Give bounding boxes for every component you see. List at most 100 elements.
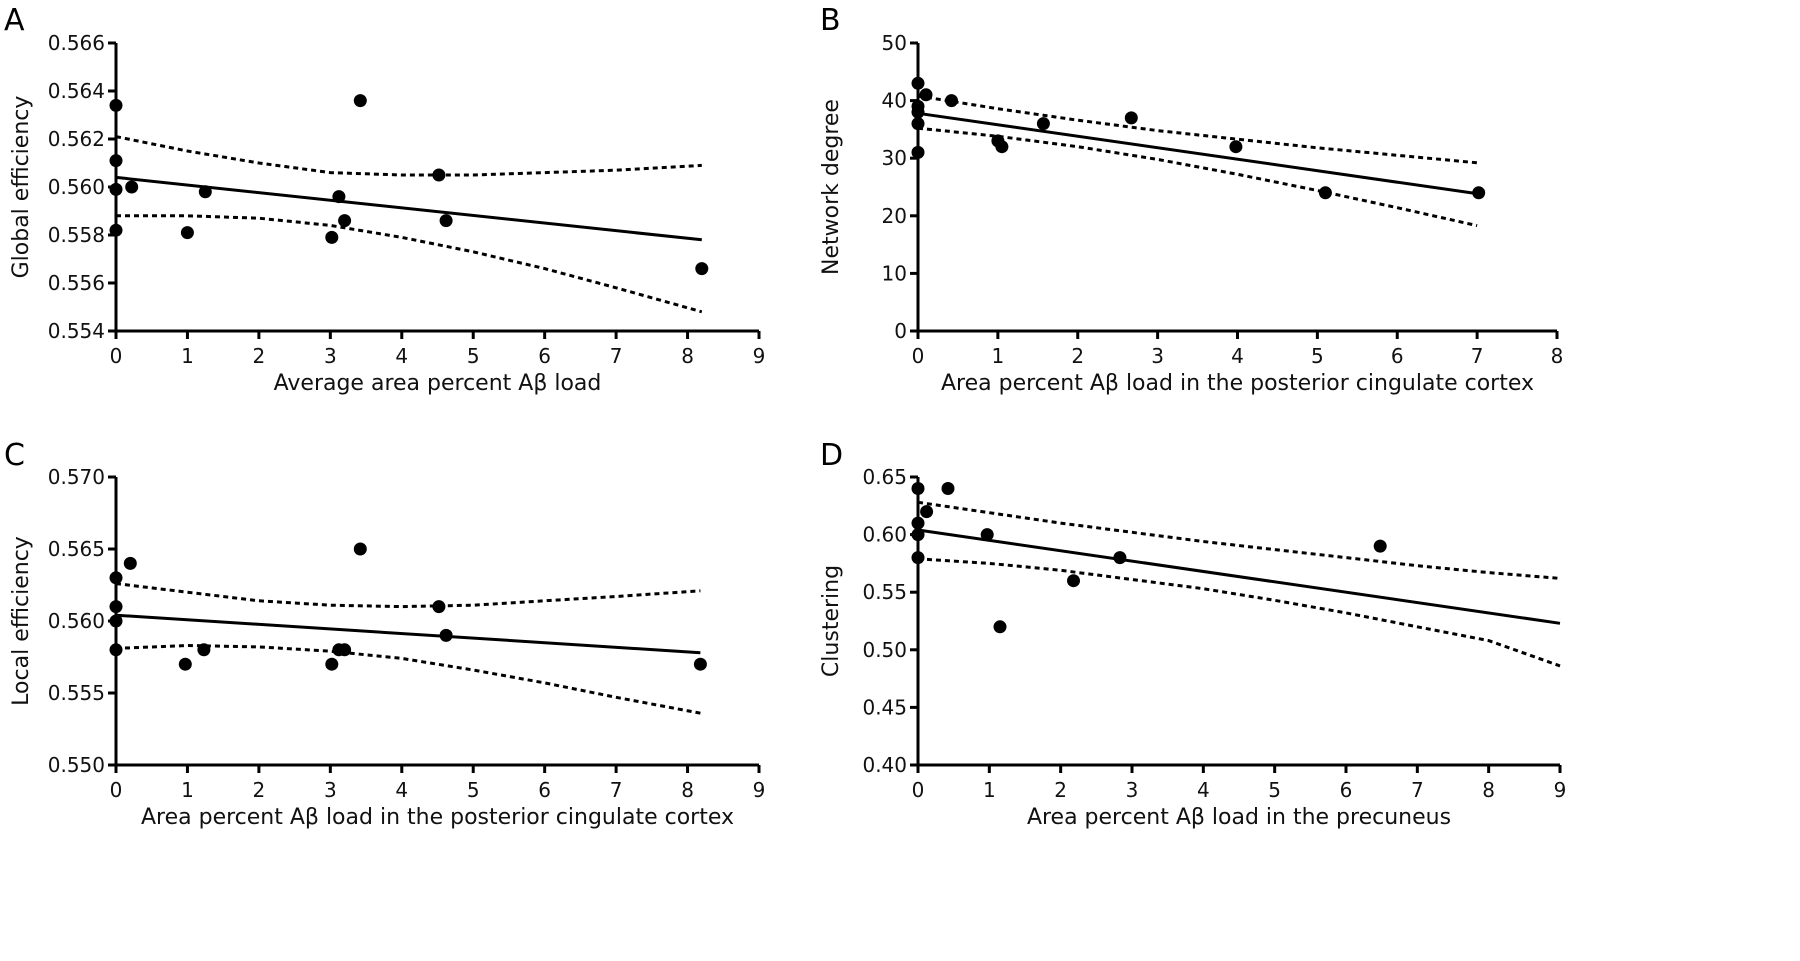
data-point xyxy=(109,98,123,112)
x-tick-label: 6 xyxy=(1340,778,1353,802)
data-point xyxy=(325,657,339,671)
x-axis-label: Area percent Aβ load in the posterior ci… xyxy=(141,805,734,830)
data-point xyxy=(911,482,925,495)
ci-upper-line xyxy=(917,94,1478,165)
x-tick-label: 1 xyxy=(181,778,194,802)
data-point xyxy=(109,600,123,614)
y-tick-label: 0.562 xyxy=(48,127,105,151)
y-tick-label: 0.566 xyxy=(48,31,105,55)
data-point xyxy=(197,643,211,657)
x-axis-label: Area percent Aβ load in the precuneus xyxy=(1027,805,1451,830)
data-point xyxy=(980,528,994,542)
data-point xyxy=(695,262,709,276)
y-tick-label: 0.554 xyxy=(48,319,105,343)
data-point xyxy=(1124,111,1138,125)
ci-lower-line xyxy=(115,643,701,715)
data-point xyxy=(109,643,123,657)
x-tick-label: 0 xyxy=(912,778,925,802)
y-tick-label: 0.564 xyxy=(48,79,105,103)
x-axis-label: Average area percent Aβ load xyxy=(274,371,602,396)
x-tick-label: 0 xyxy=(912,344,925,368)
ci-upper-line xyxy=(917,500,1561,580)
x-tick-label: 3 xyxy=(1126,778,1139,802)
panel-a: A 0 1 2 3 4 5 6 7 8 9 0.554 0.556 0.558 0.560 0.562 0.56… xyxy=(4,3,765,396)
panel-b: B 0 1 2 3 4 5 6 7 8 0 10 20 30 40 50 Area percent Aβ loa… xyxy=(819,3,1563,396)
x-tick-label: 6 xyxy=(538,344,551,368)
ci-upper-line xyxy=(115,135,702,177)
y-axis-label: Global efficiency xyxy=(9,96,34,279)
data-point xyxy=(338,643,352,657)
data-point xyxy=(911,105,925,119)
data-point xyxy=(920,505,934,519)
x-tick-label: 9 xyxy=(753,778,766,802)
x-tick-label: 0 xyxy=(110,344,123,368)
data-point xyxy=(693,657,707,671)
x-tick-label: 6 xyxy=(538,778,551,802)
x-tick-label: 3 xyxy=(1151,344,1164,368)
y-tick-label: 0.560 xyxy=(48,175,105,199)
data-point xyxy=(941,482,955,495)
y-tick-label: 0.565 xyxy=(48,537,105,561)
y-tick-label: 10 xyxy=(882,261,907,285)
data-point xyxy=(180,226,194,240)
y-tick-label: 0.550 xyxy=(48,753,105,777)
x-tick-label: 5 xyxy=(1268,778,1281,802)
x-tick-label: 8 xyxy=(681,778,694,802)
y-tick-label: 0.555 xyxy=(48,681,105,705)
y-axis-label: Local efficiency xyxy=(9,536,34,706)
x-tick-label: 4 xyxy=(395,778,408,802)
data-point xyxy=(178,657,192,671)
x-tick-label: 5 xyxy=(467,778,480,802)
y-tick-label: 40 xyxy=(882,89,907,113)
x-tick-label: 3 xyxy=(324,778,337,802)
x-tick-label: 8 xyxy=(1482,778,1495,802)
x-tick-label: 7 xyxy=(1411,778,1424,802)
data-point xyxy=(109,571,123,585)
y-tick-label: 0.60 xyxy=(862,523,907,547)
y-tick-label: 0.558 xyxy=(48,223,105,247)
data-point xyxy=(109,223,123,237)
data-point xyxy=(353,94,367,108)
y-axis-label: Network degree xyxy=(819,99,844,275)
y-tick-label: 0.65 xyxy=(862,465,907,489)
data-point xyxy=(993,620,1007,634)
regression-line xyxy=(917,528,1561,625)
ci-upper-line xyxy=(115,582,701,609)
data-point xyxy=(1113,551,1127,565)
x-tick-label: 7 xyxy=(610,344,623,368)
x-axis-label: Area percent Aβ load in the posterior ci… xyxy=(941,371,1534,396)
data-point xyxy=(353,542,367,556)
data-point xyxy=(1229,140,1243,154)
x-tick-label: 1 xyxy=(181,344,194,368)
y-tick-label: 0.556 xyxy=(48,271,105,295)
data-point xyxy=(1318,186,1332,200)
y-tick-label: 30 xyxy=(882,146,907,170)
data-point xyxy=(125,180,139,194)
data-point xyxy=(911,76,925,90)
x-tick-label: 7 xyxy=(1471,344,1484,368)
x-tick-label: 7 xyxy=(610,778,623,802)
x-tick-label: 8 xyxy=(1551,344,1564,368)
panel-letter: A xyxy=(4,3,25,38)
y-tick-label: 0.55 xyxy=(862,580,907,604)
data-point xyxy=(911,145,925,159)
x-tick-label: 3 xyxy=(324,344,337,368)
data-point xyxy=(1036,117,1050,131)
regression-line xyxy=(917,111,1479,196)
y-tick-label: 0.560 xyxy=(48,609,105,633)
panel-c: C 0 1 2 3 4 5 6 7 8 9 0.550 0.555 0.560 0.565 0.570 Area… xyxy=(4,438,765,830)
y-tick-label: 0 xyxy=(894,319,907,343)
data-point xyxy=(1373,539,1387,553)
y-tick-label: 20 xyxy=(882,204,907,228)
y-tick-label: 0.40 xyxy=(862,753,907,777)
data-point xyxy=(911,516,925,530)
x-tick-label: 1 xyxy=(983,778,996,802)
x-tick-label: 9 xyxy=(1554,778,1567,802)
x-tick-label: 4 xyxy=(1197,778,1210,802)
data-point xyxy=(123,556,137,570)
data-point xyxy=(332,190,346,204)
x-tick-label: 0 xyxy=(110,778,123,802)
panel-letter: C xyxy=(4,438,25,473)
y-tick-label: 50 xyxy=(882,31,907,55)
